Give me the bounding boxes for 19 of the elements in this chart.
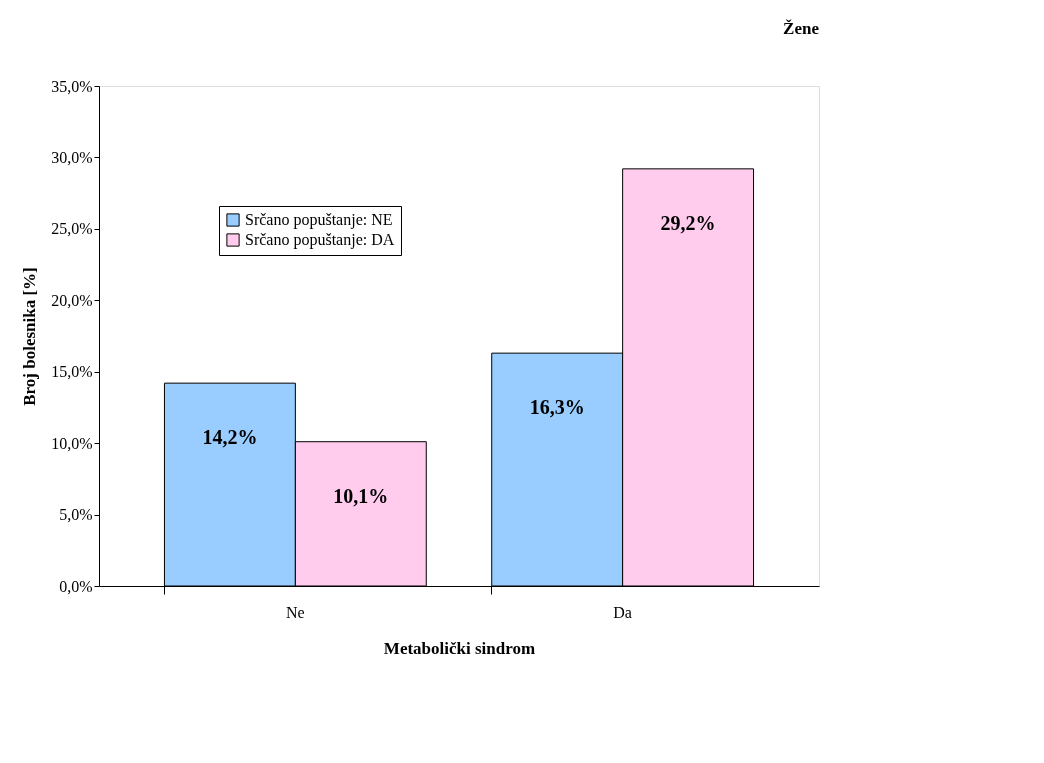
y-axis-title: Broj bolesnika [%]	[20, 267, 40, 406]
legend-label: Srčano popuštanje: DA	[245, 231, 395, 249]
y-tick-label: 5,0%	[59, 506, 93, 524]
data-label: 14,2%	[202, 426, 258, 449]
data-label: 10,1%	[333, 484, 389, 507]
data-label: 29,2%	[660, 211, 716, 234]
legend-label: Srčano popuštanje: NE	[245, 211, 393, 229]
x-axis-title: Metabolički sindrom	[383, 638, 536, 658]
chart-title: Žene	[783, 19, 820, 38]
x-tick-label: Da	[613, 603, 632, 621]
y-tick-label: 0,0%	[59, 577, 93, 595]
y-tick-label: 25,0%	[51, 220, 93, 238]
y-tick-label: 30,0%	[51, 148, 93, 166]
data-label: 16,3%	[529, 396, 585, 419]
x-tick-label: Ne	[286, 603, 305, 621]
y-tick-label: 35,0%	[51, 77, 93, 95]
y-tick-label: 20,0%	[51, 291, 93, 309]
y-tick-label: 10,0%	[51, 434, 93, 452]
y-tick-label: 15,0%	[51, 363, 93, 381]
